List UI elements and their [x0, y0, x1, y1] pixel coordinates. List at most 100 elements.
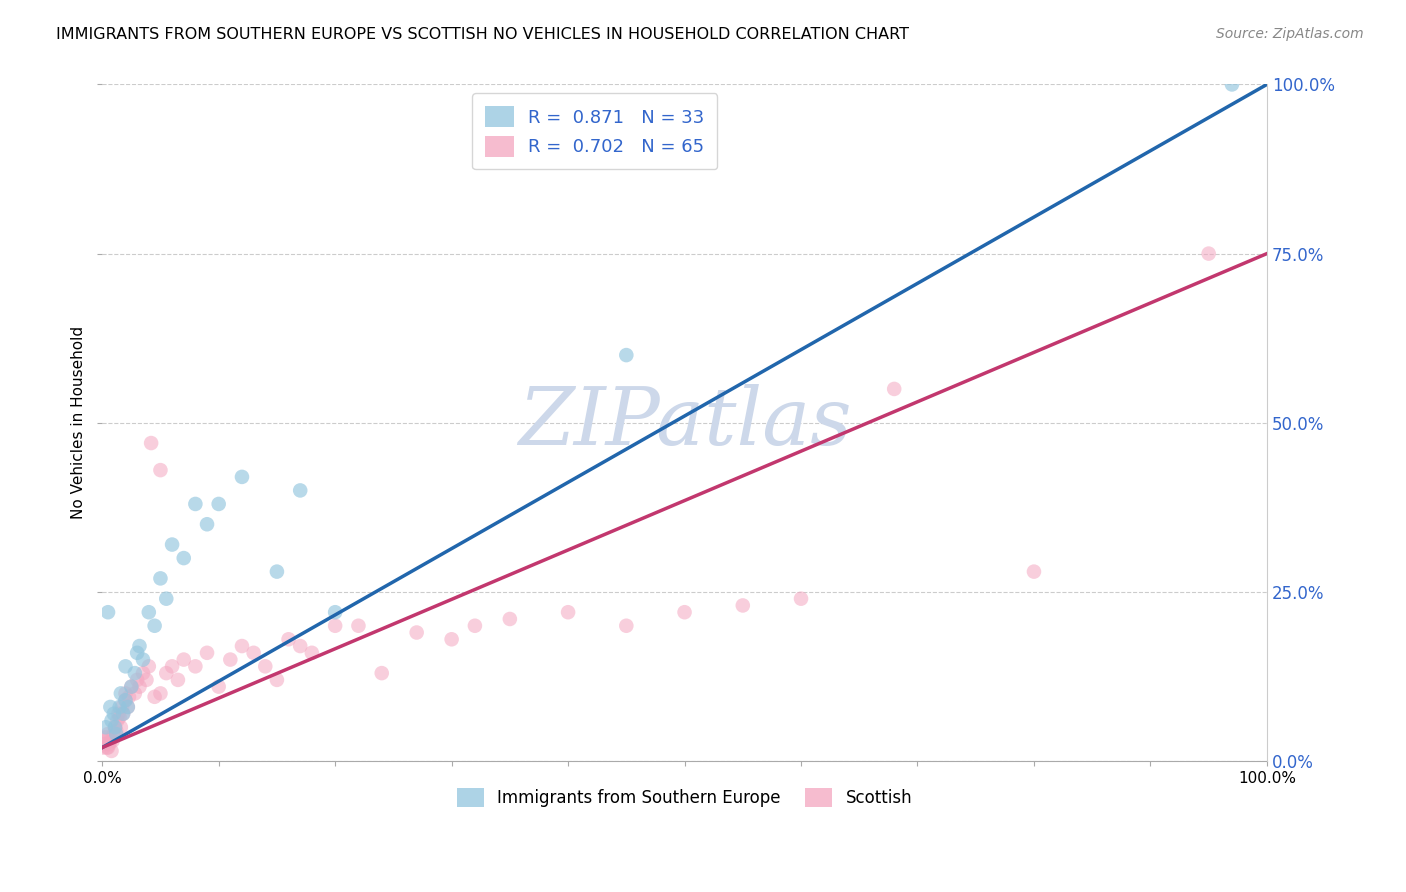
- Point: [143, 690, 166, 704]
- Point: [120, 680, 142, 694]
- Text: ZIPatlas: ZIPatlas: [517, 384, 851, 461]
- Point: [117, 700, 139, 714]
- Point: [104, 720, 127, 734]
- Point: [323, 605, 346, 619]
- Point: [231, 639, 253, 653]
- Point: [160, 659, 183, 673]
- Point: [114, 693, 136, 707]
- Point: [108, 710, 131, 724]
- Point: [405, 625, 427, 640]
- Point: [614, 619, 637, 633]
- Point: [499, 612, 522, 626]
- Text: Source: ZipAtlas.com: Source: ZipAtlas.com: [1216, 27, 1364, 41]
- Point: [127, 646, 149, 660]
- Point: [149, 571, 172, 585]
- Point: [110, 720, 132, 734]
- Point: [155, 666, 177, 681]
- Point: [98, 700, 121, 714]
- Point: [104, 720, 127, 734]
- Point: [97, 740, 120, 755]
- Point: [208, 497, 231, 511]
- Point: [132, 652, 155, 666]
- Point: [128, 639, 150, 653]
- Point: [112, 706, 135, 721]
- Point: [114, 659, 136, 673]
- Point: [105, 714, 128, 728]
- Point: [94, 720, 117, 734]
- Point: [103, 727, 125, 741]
- Point: [184, 497, 207, 511]
- Point: [93, 740, 115, 755]
- Point: [440, 632, 463, 647]
- Point: [290, 639, 312, 653]
- Point: [155, 591, 177, 606]
- Point: [98, 733, 121, 747]
- Point: [124, 666, 146, 681]
- Point: [127, 673, 149, 687]
- Point: [118, 690, 141, 704]
- Point: [254, 659, 277, 673]
- Point: [138, 659, 160, 673]
- Point: [277, 632, 299, 647]
- Point: [1198, 246, 1220, 260]
- Legend: Immigrants from Southern Europe, Scottish: Immigrants from Southern Europe, Scottis…: [450, 781, 918, 814]
- Point: [1022, 565, 1045, 579]
- Point: [135, 673, 157, 687]
- Point: [105, 723, 128, 738]
- Point: [195, 517, 218, 532]
- Point: [117, 700, 139, 714]
- Text: IMMIGRANTS FROM SOUTHERN EUROPE VS SCOTTISH NO VEHICLES IN HOUSEHOLD CORRELATION: IMMIGRANTS FROM SOUTHERN EUROPE VS SCOTT…: [56, 27, 910, 42]
- Point: [219, 652, 242, 666]
- Point: [790, 591, 813, 606]
- Point: [143, 619, 166, 633]
- Point: [112, 706, 135, 721]
- Point: [100, 744, 122, 758]
- Point: [173, 551, 195, 566]
- Point: [167, 673, 190, 687]
- Point: [96, 740, 118, 755]
- Point: [883, 382, 905, 396]
- Point: [464, 619, 486, 633]
- Point: [111, 700, 134, 714]
- Point: [323, 619, 346, 633]
- Point: [108, 700, 131, 714]
- Point: [1220, 78, 1243, 92]
- Point: [347, 619, 370, 633]
- Point: [173, 652, 195, 666]
- Point: [98, 737, 121, 751]
- Point: [114, 693, 136, 707]
- Point: [266, 673, 288, 687]
- Point: [371, 666, 394, 681]
- Point: [100, 714, 122, 728]
- Point: [301, 646, 323, 660]
- Point: [614, 348, 637, 362]
- Point: [107, 706, 129, 721]
- Point: [97, 727, 120, 741]
- Point: [184, 659, 207, 673]
- Point: [93, 733, 115, 747]
- Point: [557, 605, 579, 619]
- Point: [731, 599, 754, 613]
- Point: [290, 483, 312, 498]
- Point: [149, 463, 172, 477]
- Point: [128, 680, 150, 694]
- Y-axis label: No Vehicles in Household: No Vehicles in Household: [72, 326, 86, 519]
- Point: [149, 686, 172, 700]
- Point: [160, 537, 183, 551]
- Point: [114, 686, 136, 700]
- Point: [132, 666, 155, 681]
- Point: [208, 680, 231, 694]
- Point: [120, 680, 142, 694]
- Point: [673, 605, 696, 619]
- Point: [110, 686, 132, 700]
- Point: [103, 706, 125, 721]
- Point: [97, 605, 120, 619]
- Point: [231, 470, 253, 484]
- Point: [139, 436, 162, 450]
- Point: [242, 646, 264, 660]
- Point: [266, 565, 288, 579]
- Point: [101, 733, 124, 747]
- Point: [138, 605, 160, 619]
- Point: [94, 731, 117, 745]
- Point: [124, 686, 146, 700]
